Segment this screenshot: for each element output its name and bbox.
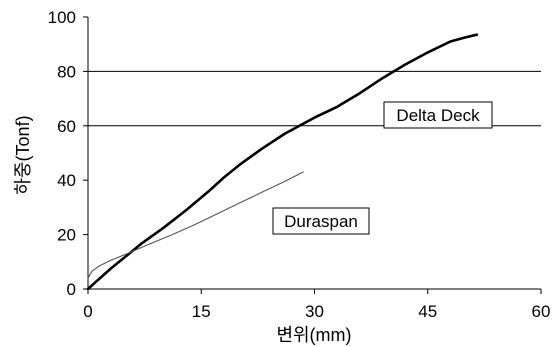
y-tick-label: 100 [48, 8, 76, 27]
tick-labels: 0 20 40 60 80 100 0 15 30 45 60 [48, 8, 551, 321]
x-axis-title: 변위(mm) [276, 325, 351, 345]
x-tick-label: 45 [418, 302, 437, 321]
series-line-delta-deck [86, 33, 479, 291]
axes [87, 17, 541, 290]
y-axis-title: 하중(Tonf) [13, 115, 33, 194]
x-tick-label: 60 [532, 302, 551, 321]
series-label-delta-deck: Delta Deck [383, 101, 493, 129]
x-tick-label: 15 [192, 302, 211, 321]
series-label-box [383, 101, 493, 129]
series-label-box [272, 207, 370, 235]
y-tick-label: 0 [67, 280, 76, 299]
y-tick-label: 80 [57, 62, 76, 81]
series-line-duraspan [87, 171, 304, 279]
x-tick-label: 30 [305, 302, 324, 321]
series-label-duraspan: Duraspan [272, 207, 370, 235]
x-tick-label: 0 [83, 302, 92, 321]
series-lines [86, 33, 479, 291]
y-tick-label: 20 [57, 226, 76, 245]
series-label-text: Duraspan [284, 212, 358, 231]
y-tick-label: 40 [57, 171, 76, 190]
y-tick-label: 60 [57, 117, 76, 136]
series-label-text: Delta Deck [396, 106, 480, 125]
